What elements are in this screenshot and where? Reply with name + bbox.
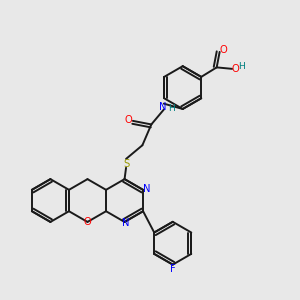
Text: N: N	[160, 102, 167, 112]
Text: F: F	[170, 264, 176, 274]
Text: O: O	[84, 217, 92, 227]
Text: N: N	[122, 218, 130, 228]
Text: O: O	[219, 45, 227, 56]
Text: N: N	[143, 184, 151, 194]
Text: O: O	[125, 115, 133, 125]
Text: H: H	[238, 62, 245, 71]
Text: S: S	[123, 159, 129, 169]
Text: H: H	[168, 104, 175, 113]
Text: O: O	[231, 64, 239, 74]
